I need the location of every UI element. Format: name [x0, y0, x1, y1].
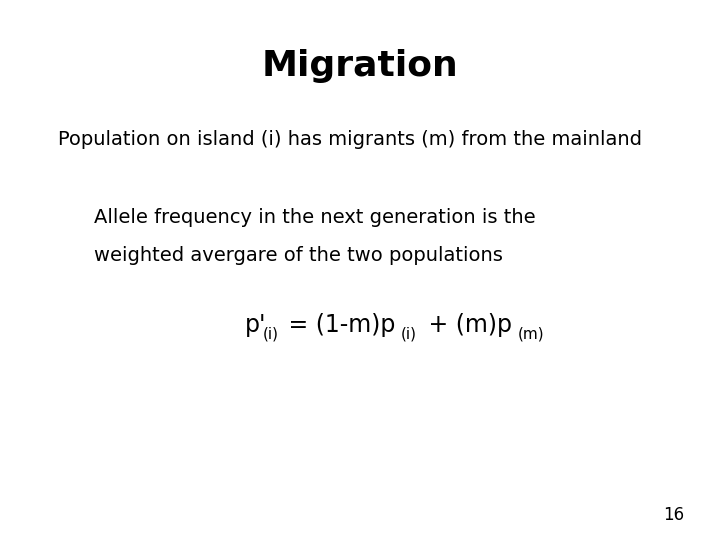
- Text: (i): (i): [401, 326, 417, 341]
- Text: 16: 16: [663, 506, 684, 524]
- Text: (m): (m): [518, 326, 544, 341]
- Text: Allele frequency in the next generation is the: Allele frequency in the next generation …: [94, 208, 535, 227]
- Text: p': p': [245, 313, 266, 337]
- Text: Population on island (i) has migrants (m) from the mainland: Population on island (i) has migrants (m…: [58, 130, 642, 148]
- Text: Migration: Migration: [261, 49, 459, 83]
- Text: + (m)p: + (m)p: [421, 313, 512, 337]
- Text: = (1-m)p: = (1-m)p: [281, 313, 395, 337]
- Text: weighted avergare of the two populations: weighted avergare of the two populations: [94, 246, 503, 265]
- Text: (i): (i): [263, 326, 279, 341]
